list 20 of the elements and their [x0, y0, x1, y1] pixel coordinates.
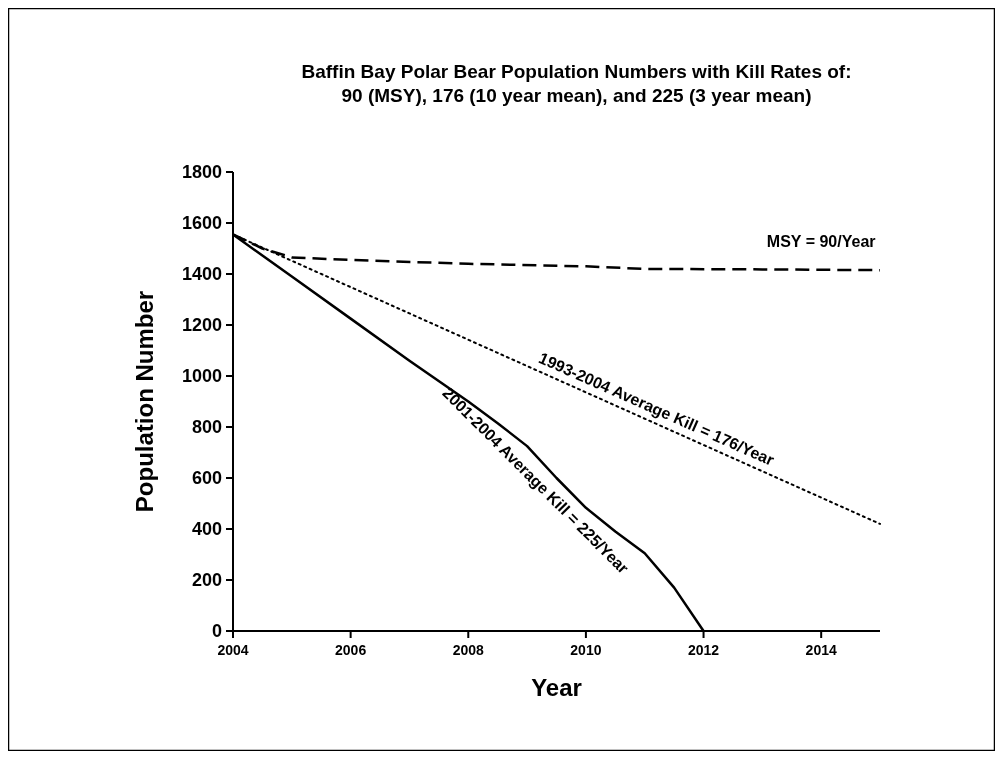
x-axis-title: Year: [531, 674, 582, 701]
y-tick-label: 1000: [181, 366, 222, 387]
y-tick-label: 1200: [181, 315, 222, 336]
chart-title: Baffin Bay Polar Bear Population Numbers with Kill Rates of: 90 (MSY), 176 (10 year mean), and 225 (3 year mean): [301, 61, 852, 106]
y-tick-label: 1800: [181, 162, 222, 183]
x-tick-label: 2008: [452, 642, 485, 658]
x-tick-label: 2014: [805, 642, 837, 658]
series-label: MSY = 90/Year: [766, 233, 876, 251]
y-tick-label: 400: [191, 519, 222, 540]
y-tick-label: 600: [191, 468, 222, 489]
y-tick-label: 0: [211, 621, 222, 642]
x-tick-label: 2004: [217, 642, 249, 658]
y-tick-label: 800: [191, 417, 222, 438]
y-axis-title: Population Number: [131, 290, 158, 513]
y-tick-label: 1400: [181, 264, 222, 285]
x-tick-label: 2012: [687, 642, 720, 658]
y-tick-label: 1600: [181, 213, 222, 234]
y-tick-label: 200: [191, 570, 222, 591]
x-tick-label: 2006: [335, 642, 367, 658]
x-tick-label: 2010: [570, 642, 602, 658]
